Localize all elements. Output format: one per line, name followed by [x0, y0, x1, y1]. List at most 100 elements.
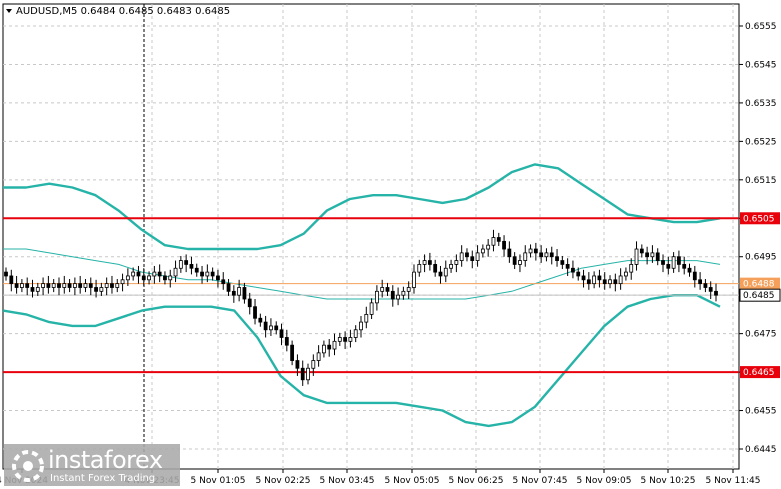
candle-body	[173, 267, 178, 277]
candle-body	[390, 290, 395, 300]
candle-body	[274, 325, 279, 331]
candle-body	[9, 275, 14, 285]
candle-body	[88, 283, 93, 288]
bollinger-upper-band	[3, 163, 721, 251]
y-tick-label: 0.6545	[745, 60, 777, 70]
candle-body	[443, 267, 448, 277]
candle-body	[465, 252, 469, 258]
candle-body	[692, 271, 697, 281]
y-tick-label: 0.6495	[745, 253, 777, 263]
candle-body	[194, 267, 199, 273]
candle-body	[507, 248, 512, 258]
candle-body	[708, 287, 713, 292]
candle-body	[624, 271, 628, 277]
x-tick-label: 5 Nov 09:05	[577, 476, 632, 486]
instaforex-logo-icon	[12, 450, 44, 482]
candle-body	[253, 306, 257, 319]
candle-body	[231, 290, 236, 296]
y-tick-label: 0.6475	[745, 330, 777, 340]
candle-body	[131, 271, 136, 277]
x-tick-label: 5 Nov 01:05	[191, 476, 246, 486]
candle-body	[380, 287, 385, 292]
symbol-menu-arrow-icon[interactable]	[6, 9, 12, 13]
price-level-badge	[740, 212, 780, 225]
candle-body	[438, 271, 443, 277]
candle-body	[480, 248, 485, 254]
candle-body	[269, 325, 273, 331]
candle-body	[284, 337, 289, 346]
watermark-tagline: Instant Forex Trading	[50, 473, 156, 484]
chart-title: AUDUSD,M5 0.6484 0.6485 0.6483 0.6485	[16, 6, 230, 17]
candle-body	[120, 279, 125, 285]
current-price-label: 0.6485	[743, 291, 775, 301]
candle-body	[348, 337, 353, 342]
candle-body	[518, 260, 522, 265]
candle-body	[698, 279, 703, 285]
candle-body	[661, 260, 665, 265]
candle-body	[544, 252, 549, 258]
price-level-label: 0.6505	[743, 214, 775, 224]
candle-body	[67, 283, 72, 288]
candle-body	[306, 367, 310, 381]
price-level-label: 0.6465	[743, 368, 775, 378]
candle-body	[459, 252, 464, 261]
candle-body	[337, 337, 342, 342]
candle-body	[46, 283, 51, 288]
candle-body	[311, 360, 316, 369]
candle-body	[57, 283, 61, 288]
candle-body	[645, 252, 650, 258]
candle-body	[634, 248, 639, 265]
candle-body	[327, 344, 332, 350]
candle-body	[560, 260, 565, 265]
candle-body	[178, 260, 183, 269]
candle-body	[369, 302, 374, 315]
candle-body	[512, 256, 517, 265]
candle-body	[486, 244, 491, 250]
candle-body	[703, 283, 708, 288]
x-tick-label: 5 Nov 02:25	[256, 476, 311, 486]
candle-body	[41, 283, 45, 288]
candle-body	[374, 290, 379, 304]
candle-body	[4, 271, 8, 277]
candle-body	[359, 321, 363, 331]
candle-body	[523, 252, 528, 261]
candle-body	[210, 271, 215, 277]
y-tick-label: 0.6535	[745, 99, 777, 109]
price-level-badge	[740, 366, 780, 379]
candle-body	[242, 287, 247, 300]
x-tick-label: 5 Nov 10:25	[641, 476, 696, 486]
candle-body	[189, 264, 194, 269]
candle-body	[83, 283, 88, 288]
candle-body	[613, 279, 618, 285]
candle-body	[237, 287, 242, 296]
candle-body	[168, 275, 173, 281]
candle-body	[406, 287, 411, 292]
candle-body	[454, 260, 459, 265]
candle-body	[94, 287, 98, 292]
candle-body	[200, 271, 204, 277]
x-tick-label: 5 Nov 07:45	[513, 476, 568, 486]
candle-body	[682, 264, 687, 269]
candle-body	[602, 279, 607, 285]
candle-body	[221, 279, 226, 285]
candle-body	[565, 264, 570, 269]
candle-body	[125, 275, 130, 281]
candle-body	[353, 329, 358, 338]
candle-body	[470, 256, 475, 261]
price-level-badge	[740, 277, 780, 290]
y-tick-label: 0.6555	[745, 22, 777, 32]
candle-body	[104, 283, 109, 288]
candle-body	[343, 337, 348, 342]
candle-body	[78, 283, 83, 288]
price-level-label: 0.6488	[743, 280, 775, 290]
candle-body	[99, 287, 104, 292]
candle-body	[110, 283, 114, 288]
bollinger-lower-band	[2, 294, 721, 428]
candle-body	[608, 279, 612, 285]
candle-body	[385, 287, 390, 292]
candle-body	[677, 256, 681, 265]
candle-body	[300, 367, 305, 381]
